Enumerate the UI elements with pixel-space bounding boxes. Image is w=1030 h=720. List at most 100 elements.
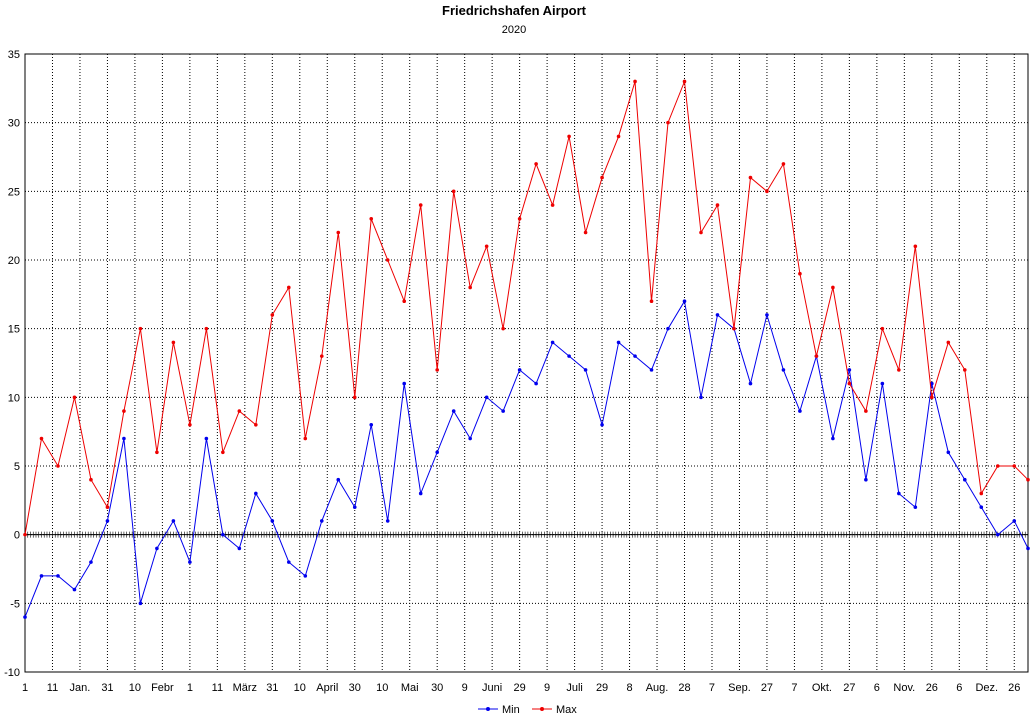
data-point-max: [748, 175, 753, 180]
data-point-max: [930, 395, 934, 400]
data-point-min: [699, 395, 703, 400]
data-point-min: [188, 560, 192, 564]
x-axis: 1 11 Jan. 31 10 Febr 1 11 März 31 10 April 30 10 Mai 30…: [22, 682, 1020, 694]
data-point-min: [122, 436, 126, 441]
x-tick-label: 1: [187, 682, 193, 694]
data-point-max: [138, 326, 143, 331]
x-tick-label: 1: [22, 682, 28, 694]
data-point-max: [451, 189, 456, 194]
data-point-max: [303, 436, 308, 441]
data-point-max: [254, 423, 258, 427]
data-point-max: [171, 340, 176, 345]
data-point-min: [56, 574, 60, 578]
data-point-min: [105, 519, 110, 523]
data-point-min: [319, 519, 324, 523]
data-point-max: [633, 79, 637, 84]
x-tick-label: Dez.: [975, 682, 998, 694]
x-tick-label: 31: [266, 682, 278, 694]
x-tick-label: 9: [544, 682, 550, 694]
data-point-min: [369, 423, 374, 427]
data-point-min: [171, 519, 176, 523]
data-point-min: [995, 532, 1000, 537]
legend-label-max: Max: [556, 704, 577, 716]
data-point-max: [23, 532, 27, 537]
data-point-max: [369, 217, 374, 221]
data-point-min: [616, 340, 621, 345]
x-tick-label: 29: [596, 682, 608, 694]
x-tick-label: Aug.: [646, 682, 669, 694]
data-point-min: [270, 519, 275, 523]
chart-title: Friedrichshafen Airport: [442, 3, 587, 18]
legend-marker-max: [540, 707, 544, 711]
x-tick-label: 7: [791, 682, 797, 694]
x-tick-label: 31: [101, 682, 113, 694]
x-tick-label: Febr: [151, 682, 174, 694]
data-point-min: [1012, 519, 1017, 523]
data-point-min: [1026, 546, 1030, 551]
data-point-min: [385, 519, 390, 523]
data-point-max: [188, 423, 192, 427]
data-point-min: [303, 574, 308, 578]
data-point-max: [732, 326, 736, 331]
y-tick-label: 0: [14, 530, 20, 542]
data-point-min: [946, 450, 951, 455]
data-point-max: [600, 175, 604, 180]
x-tick-label: 27: [761, 682, 773, 694]
data-point-max: [864, 409, 868, 413]
x-tick-label: 10: [129, 682, 141, 694]
y-tick-label: 30: [8, 118, 20, 130]
legend-label-min: Min: [502, 704, 520, 716]
data-point-max: [897, 368, 901, 372]
data-point-max: [798, 271, 802, 276]
data-point-max: [468, 285, 472, 290]
x-tick-label: 6: [956, 682, 962, 694]
data-point-min: [352, 505, 357, 510]
x-tick-label: Okt.: [812, 682, 832, 694]
data-point-max: [352, 395, 357, 400]
x-tick-label: Juni: [482, 682, 502, 694]
x-tick-label: 11: [47, 682, 58, 694]
y-tick-label: -5: [10, 598, 20, 610]
data-point-min: [517, 368, 522, 372]
legend-marker-min: [486, 707, 490, 711]
data-point-max: [534, 162, 538, 166]
data-point-max: [1026, 477, 1030, 482]
data-point-max: [72, 395, 77, 400]
data-point-max: [155, 450, 159, 455]
data-point-max: [831, 285, 835, 290]
y-tick-label: 25: [8, 186, 20, 198]
x-tick-label: 10: [376, 682, 388, 694]
data-point-min: [550, 340, 555, 345]
data-point-min: [682, 299, 687, 304]
data-point-min: [221, 532, 225, 537]
series-line-max: [24, 81, 1029, 535]
data-point-min: [72, 587, 77, 592]
data-point-max: [56, 464, 60, 468]
data-point-max: [979, 491, 984, 496]
data-point-max: [666, 120, 670, 125]
y-axis: -10 -5 0 5 10 15 20 25 30 35: [4, 49, 20, 679]
data-point-max: [385, 258, 390, 262]
data-point-max: [1012, 464, 1017, 468]
data-point-max: [913, 244, 918, 249]
x-tick-label: Sep.: [728, 682, 751, 694]
data-point-min: [451, 409, 456, 413]
chart-subtitle: 2020: [502, 24, 526, 36]
x-tick-label: 30: [349, 682, 361, 694]
data-point-min: [468, 436, 472, 441]
data-point-min: [39, 574, 44, 578]
data-point-min: [715, 313, 720, 317]
data-point-min: [748, 381, 753, 386]
data-point-max: [699, 230, 703, 235]
data-point-max: [946, 340, 951, 345]
data-point-min: [23, 615, 27, 619]
legend: Min Max: [478, 704, 577, 716]
x-tick-label: 27: [843, 682, 855, 694]
data-point-min: [89, 560, 93, 564]
data-point-min: [633, 354, 637, 358]
data-point-max: [962, 368, 967, 372]
data-point-max: [221, 450, 225, 455]
x-tick-label: April: [316, 682, 338, 694]
x-tick-label: 29: [514, 682, 526, 694]
data-point-min: [600, 423, 604, 427]
